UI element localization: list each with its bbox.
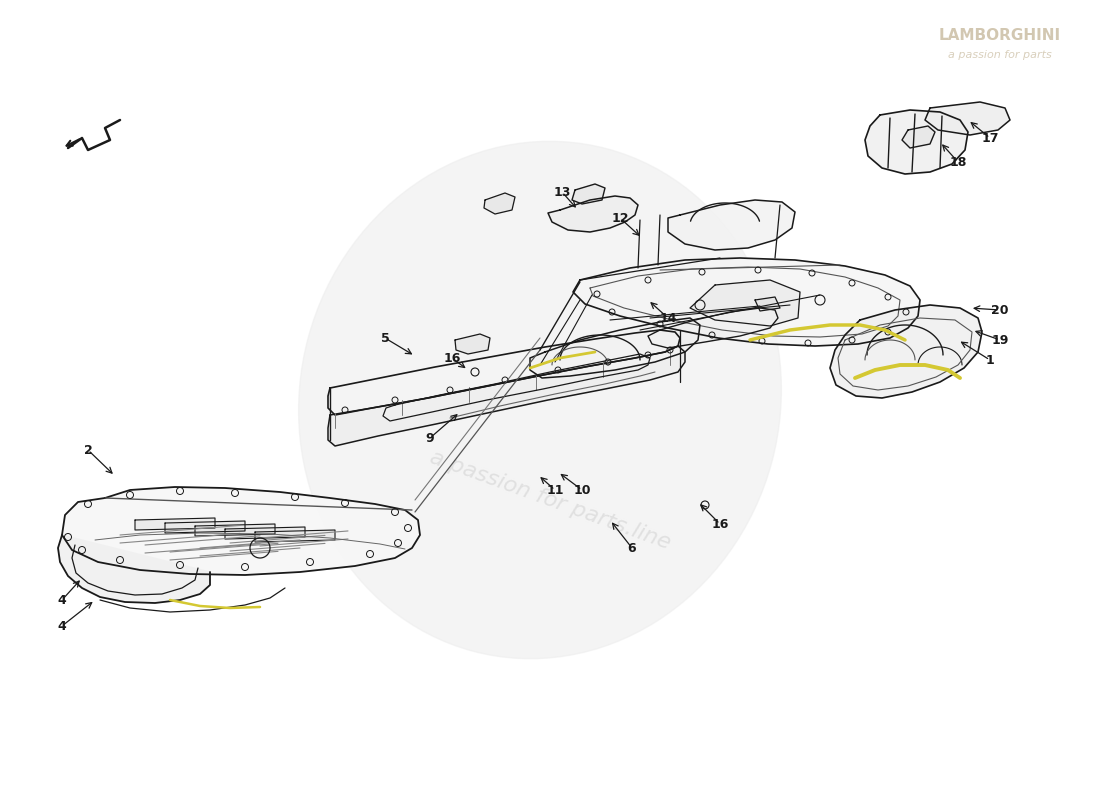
Text: a passion for parts.line: a passion for parts.line xyxy=(427,447,673,553)
Text: a passion for parts: a passion for parts xyxy=(948,50,1052,60)
Text: 20: 20 xyxy=(991,303,1009,317)
Text: 16: 16 xyxy=(443,351,461,365)
Polygon shape xyxy=(690,280,800,326)
Polygon shape xyxy=(925,102,1010,135)
Polygon shape xyxy=(383,354,650,421)
Text: 1: 1 xyxy=(986,354,994,366)
Text: 14: 14 xyxy=(659,311,676,325)
Text: 16: 16 xyxy=(712,518,728,530)
Polygon shape xyxy=(755,297,780,311)
Text: 19: 19 xyxy=(991,334,1009,346)
Polygon shape xyxy=(255,530,336,542)
Polygon shape xyxy=(484,193,515,214)
Text: 5: 5 xyxy=(381,331,389,345)
Text: 4: 4 xyxy=(57,619,66,633)
Text: 4: 4 xyxy=(57,594,66,606)
Polygon shape xyxy=(548,196,638,232)
Polygon shape xyxy=(135,518,214,530)
Polygon shape xyxy=(573,258,920,346)
Polygon shape xyxy=(668,200,795,250)
Polygon shape xyxy=(195,524,275,536)
Text: 9: 9 xyxy=(426,431,434,445)
Text: 11: 11 xyxy=(547,483,563,497)
Text: 10: 10 xyxy=(573,483,591,497)
Ellipse shape xyxy=(298,142,781,658)
Text: LAMBORGHINI: LAMBORGHINI xyxy=(939,27,1062,42)
Text: 12: 12 xyxy=(612,211,629,225)
Text: 2: 2 xyxy=(84,443,92,457)
Polygon shape xyxy=(455,334,490,354)
Polygon shape xyxy=(226,527,305,539)
Text: 17: 17 xyxy=(981,131,999,145)
Polygon shape xyxy=(58,535,210,603)
Polygon shape xyxy=(62,487,420,575)
Polygon shape xyxy=(865,110,968,174)
Polygon shape xyxy=(572,184,605,204)
Polygon shape xyxy=(648,308,778,348)
Polygon shape xyxy=(830,305,982,398)
Polygon shape xyxy=(328,346,685,446)
Polygon shape xyxy=(165,521,245,533)
Text: 18: 18 xyxy=(949,155,967,169)
Polygon shape xyxy=(902,126,935,148)
Text: 6: 6 xyxy=(628,542,636,554)
Polygon shape xyxy=(328,330,680,415)
Polygon shape xyxy=(530,318,700,378)
Text: 13: 13 xyxy=(553,186,571,198)
